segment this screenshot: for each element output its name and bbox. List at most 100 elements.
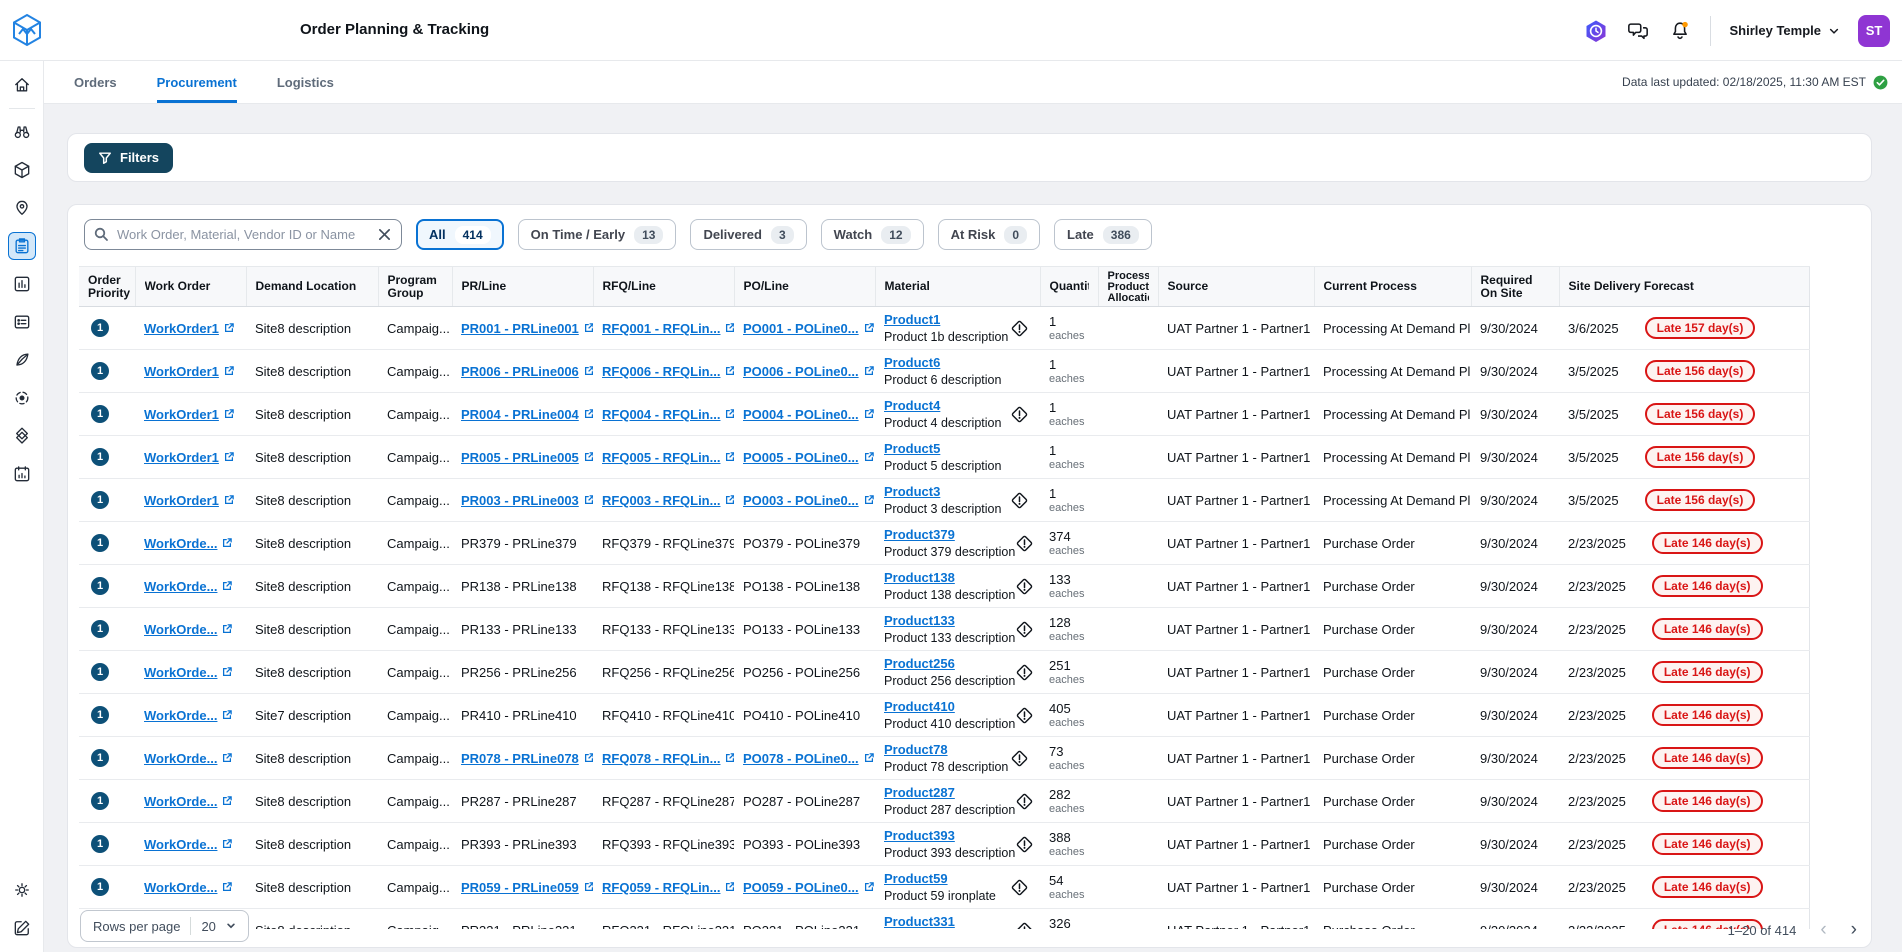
filter-chip[interactable]: Late 386 — [1054, 219, 1152, 250]
risk-alert-icon[interactable] — [1010, 319, 1029, 338]
po-line-link[interactable]: PO004 - POLine0... — [743, 407, 875, 422]
po-line-link[interactable]: PO001 - POLine0... — [743, 321, 875, 336]
pr-line-link[interactable]: PR393 - PRLine393 — [461, 836, 577, 852]
col-site-delivery-forecast[interactable]: Site Delivery Forecast — [1558, 266, 1809, 307]
risk-alert-icon[interactable] — [1015, 706, 1034, 725]
work-order-link[interactable]: WorkOrde... — [144, 536, 233, 551]
po-line-link[interactable]: PO059 - POLine0... — [743, 880, 875, 895]
table-row[interactable]: 1 WorkOrde... Site7 description Campaig.… — [79, 693, 1809, 737]
col-material[interactable]: Material — [874, 266, 1040, 307]
search-input[interactable] — [84, 219, 402, 250]
filters-button[interactable]: Filters — [84, 142, 174, 173]
risk-alert-icon[interactable] — [1010, 491, 1029, 510]
pr-line-link[interactable]: PR001 - PRLine001 — [461, 321, 593, 336]
work-order-link[interactable]: WorkOrde... — [144, 751, 233, 766]
work-order-link[interactable]: WorkOrder1 — [144, 450, 235, 465]
nav-tab-logistics[interactable]: Logistics — [276, 74, 334, 90]
filter-chip[interactable]: Watch 12 — [820, 219, 924, 250]
work-order-link[interactable]: WorkOrde... — [144, 579, 233, 594]
pr-line-link[interactable]: PR005 - PRLine005 — [461, 450, 593, 465]
pr-line-link[interactable]: PR003 - PRLine003 — [461, 493, 593, 508]
sidebar-item-feedback[interactable] — [8, 914, 36, 942]
risk-alert-icon[interactable] — [1015, 620, 1034, 639]
po-line-link[interactable]: PO393 - POLine393 — [743, 836, 861, 852]
col-demand-location[interactable]: Demand Location — [245, 266, 378, 307]
table-row[interactable]: 1 WorkOrde... Site8 description Campaig.… — [79, 650, 1809, 694]
previous-page-button[interactable]: ‹ — [1820, 919, 1827, 940]
material-link[interactable]: Product5 — [884, 441, 941, 456]
table-scroll-area[interactable]: Order Priority Work Order Demand Locatio… — [79, 266, 1811, 929]
col-quantity[interactable]: Quantity/ — [1039, 266, 1098, 307]
sidebar-item-settings[interactable] — [8, 876, 36, 904]
po-line-link[interactable]: PO410 - POLine410 — [743, 707, 861, 723]
material-link[interactable]: Product1 — [884, 312, 941, 327]
sidebar-item-inventory[interactable] — [8, 156, 36, 184]
rfq-line-link[interactable]: RFQ001 - RFQLin... — [602, 321, 734, 336]
po-line-link[interactable]: PO003 - POLine0... — [743, 493, 875, 508]
nav-tab-orders[interactable]: Orders — [74, 74, 117, 90]
table-row[interactable]: 1 WorkOrder1 Site8 description Campaig..… — [79, 306, 1809, 350]
table-row[interactable]: 1 WorkOrder1 Site8 description Campaig..… — [79, 349, 1809, 393]
risk-alert-icon[interactable] — [1010, 749, 1029, 768]
pr-line-link[interactable]: PR133 - PRLine133 — [461, 621, 577, 637]
risk-alert-icon[interactable] — [1015, 792, 1034, 811]
sidebar-item-order-planning[interactable] — [7, 232, 36, 260]
rfq-line-link[interactable]: RFQ059 - RFQLin... — [602, 880, 734, 895]
risk-alert-icon[interactable] — [1010, 878, 1029, 897]
table-row[interactable]: 1 WorkOrde... Site8 description Campaig.… — [79, 521, 1809, 565]
sidebar-item-search[interactable] — [8, 118, 36, 146]
rows-per-page-select[interactable]: Rows per page 20 — [80, 910, 249, 942]
messages-icon[interactable] — [1626, 19, 1650, 43]
pr-line-link[interactable]: PR379 - PRLine379 — [461, 535, 577, 551]
material-link[interactable]: Product3 — [884, 484, 941, 499]
sidebar-item-home[interactable] — [8, 71, 36, 99]
work-order-link[interactable]: WorkOrde... — [144, 665, 233, 680]
work-order-link[interactable]: WorkOrde... — [144, 794, 233, 809]
work-order-link[interactable]: WorkOrde... — [144, 837, 233, 852]
risk-alert-icon[interactable] — [1015, 835, 1034, 854]
work-order-link[interactable]: WorkOrde... — [144, 622, 233, 637]
po-line-link[interactable]: PO256 - POLine256 — [743, 664, 861, 680]
work-order-link[interactable]: WorkOrde... — [144, 708, 233, 723]
work-order-link[interactable]: WorkOrder1 — [144, 493, 235, 508]
rfq-line-link[interactable]: RFQ004 - RFQLin... — [602, 407, 734, 422]
table-row[interactable]: 1 WorkOrder1 Site8 description Campaig..… — [79, 478, 1809, 522]
col-required-on-site[interactable]: Required On Site — [1470, 266, 1559, 307]
work-order-link[interactable]: WorkOrde... — [144, 880, 233, 895]
col-rfq-line[interactable]: RFQ/Line — [592, 266, 734, 307]
clear-search-icon[interactable] — [374, 224, 394, 244]
col-work-order[interactable]: Work Order — [134, 266, 246, 307]
risk-alert-icon[interactable] — [1015, 663, 1034, 682]
sidebar-item-reports[interactable] — [8, 308, 36, 336]
work-order-link[interactable]: WorkOrder1 — [144, 321, 235, 336]
material-link[interactable]: Product287 — [884, 785, 955, 800]
table-row[interactable]: 1 WorkOrde... Site8 description Campaig.… — [79, 607, 1809, 651]
notifications-bell-icon[interactable] — [1668, 19, 1692, 43]
rfq-line-link[interactable]: RFQ138 - RFQLine138 — [602, 578, 734, 594]
material-link[interactable]: Product331 — [884, 914, 955, 929]
table-row[interactable]: 1 WorkOrde... Site8 description Campaig.… — [79, 779, 1809, 823]
sidebar-item-tracking-hub[interactable] — [8, 384, 36, 412]
risk-alert-icon[interactable] — [1015, 577, 1034, 596]
col-pr-line[interactable]: PR/Line — [451, 266, 593, 307]
material-link[interactable]: Product410 — [884, 699, 955, 714]
user-menu[interactable]: Shirley Temple — [1729, 23, 1840, 38]
filter-chip[interactable]: On Time / Early 13 — [517, 219, 677, 250]
pr-line-link[interactable]: PR006 - PRLine006 — [461, 364, 593, 379]
sidebar-item-locations[interactable] — [8, 194, 36, 222]
sidebar-item-layers[interactable] — [8, 422, 36, 450]
table-row[interactable]: 1 WorkOrde... Site8 description Campaig.… — [79, 736, 1809, 780]
filter-chip[interactable]: All 414 — [416, 219, 504, 250]
col-order-priority[interactable]: Order Priority — [79, 266, 135, 307]
po-line-link[interactable]: PO005 - POLine0... — [743, 450, 875, 465]
rfq-line-link[interactable]: RFQ133 - RFQLine133 — [602, 621, 734, 637]
rfq-line-link[interactable]: RFQ287 - RFQLine287 — [602, 793, 734, 809]
risk-alert-icon[interactable] — [1010, 405, 1029, 424]
col-process-allocation[interactable]: Process Product Allocation Type — [1097, 266, 1158, 307]
po-line-link[interactable]: PO379 - POLine379 — [743, 535, 861, 551]
pr-line-link[interactable]: PR138 - PRLine138 — [461, 578, 577, 594]
material-link[interactable]: Product4 — [884, 398, 941, 413]
rfq-line-link[interactable]: RFQ256 - RFQLine256 — [602, 664, 734, 680]
table-row[interactable]: 1 WorkOrde... Site8 description Campaig.… — [79, 822, 1809, 866]
pr-line-link[interactable]: PR078 - PRLine078 — [461, 751, 593, 766]
